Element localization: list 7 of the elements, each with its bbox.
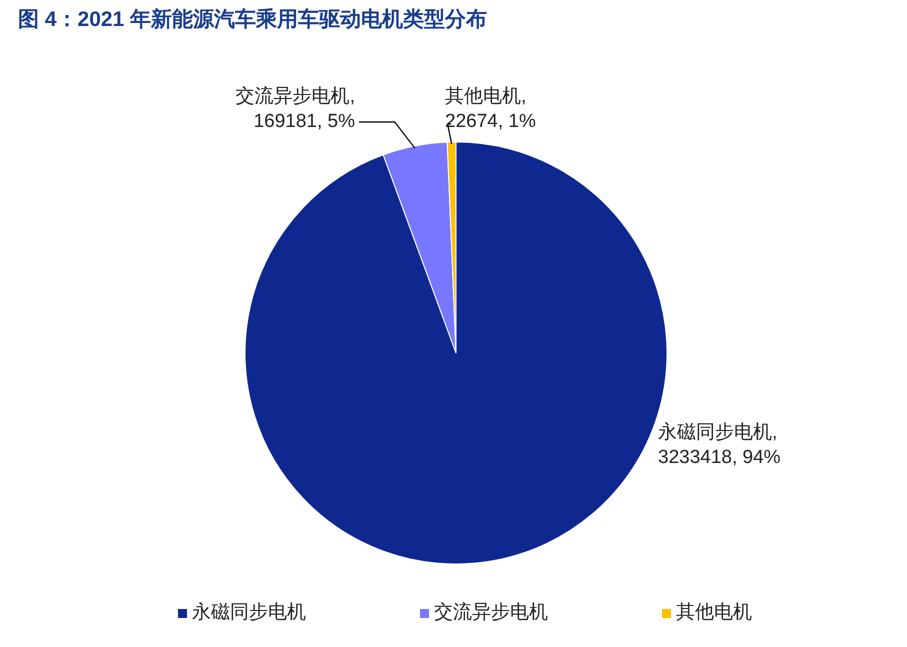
data-label: 永磁同步电机, 3233418, 94%	[658, 421, 781, 468]
legend-label: 其他电机	[676, 602, 752, 623]
chart-title: 图 4：2021 年新能源汽车乘用车驱动电机类型分布	[18, 7, 488, 31]
legend-label: 永磁同步电机	[192, 601, 306, 623]
data-label: 其他电机, 22674, 1%	[445, 86, 536, 132]
legend-label: 交流异步电机	[434, 601, 548, 623]
data-label: 交流异步电机, 169181, 5%	[236, 85, 356, 132]
